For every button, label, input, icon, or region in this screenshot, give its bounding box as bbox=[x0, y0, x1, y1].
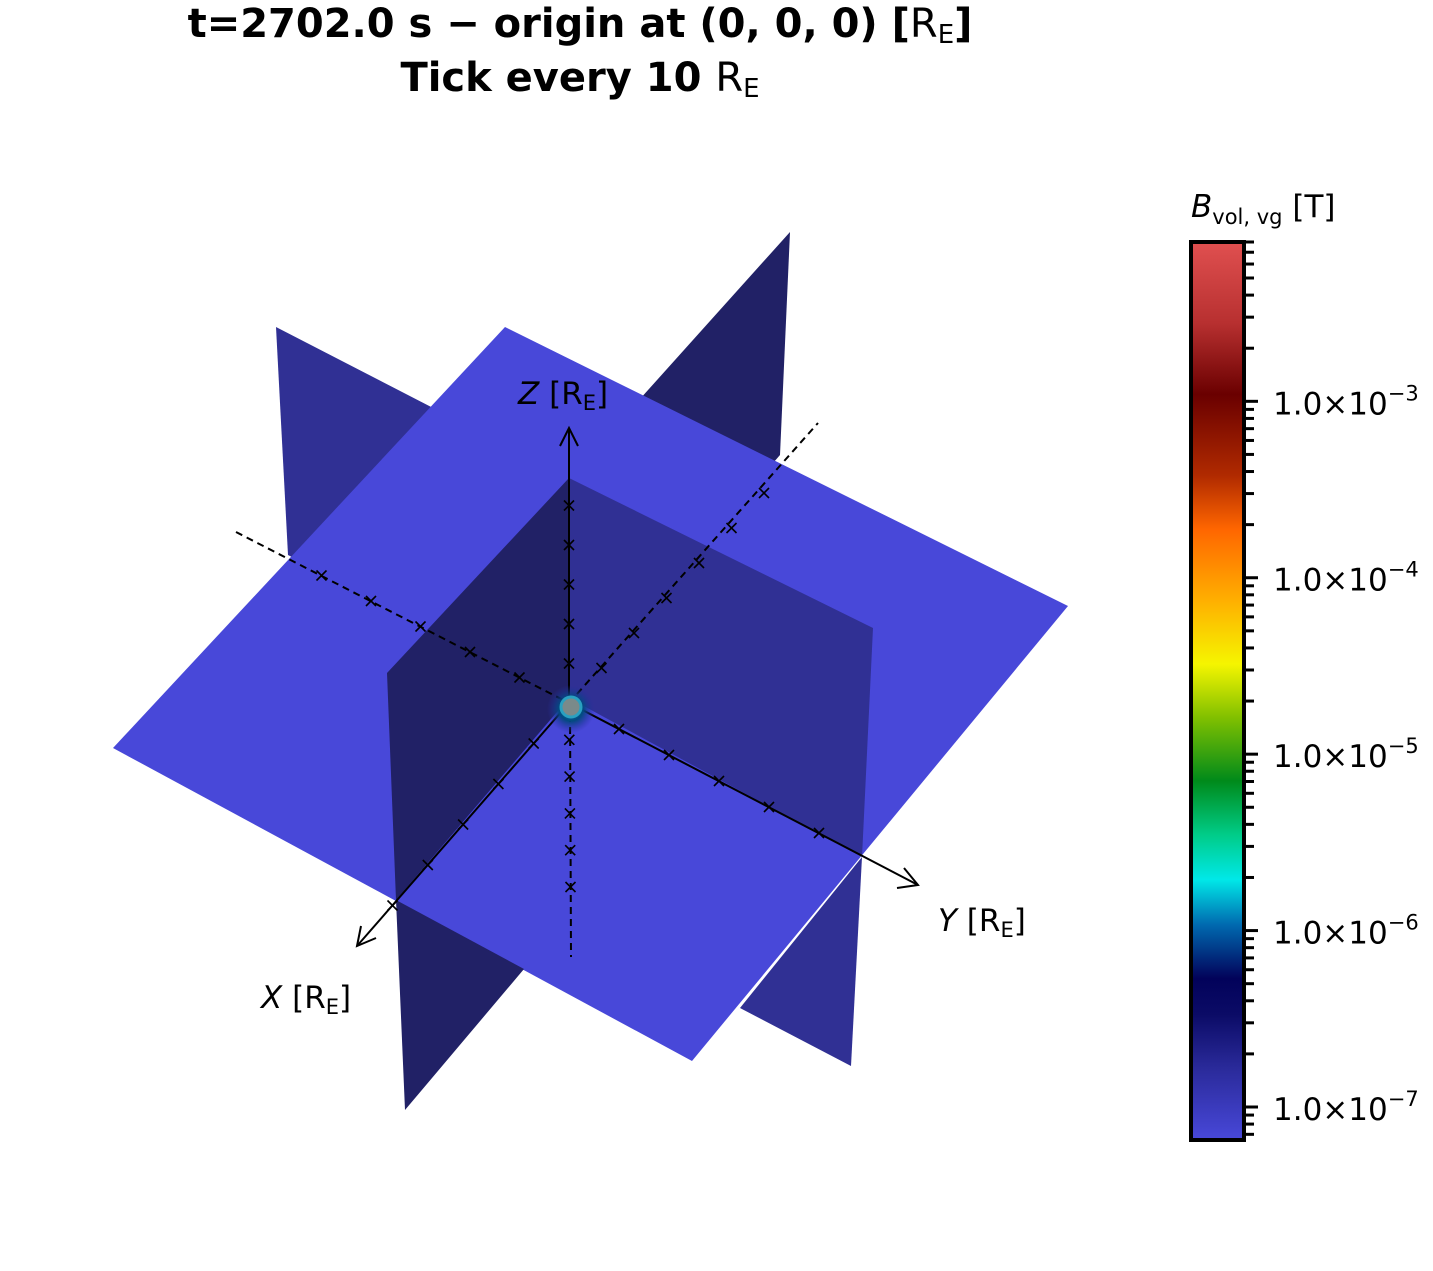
axis-tick-y-neg bbox=[758, 487, 770, 499]
axis-tick-z-pos bbox=[563, 578, 575, 591]
colorbar-label: Bvol, vg [T] bbox=[1191, 189, 1335, 229]
colorbar-frame bbox=[1189, 240, 1246, 1142]
colorbar-tick-label: 1.0×10−6 bbox=[1273, 911, 1419, 952]
xz-plane-lower-right bbox=[740, 857, 862, 1066]
axis-tick-x-neg bbox=[315, 569, 328, 582]
axis-tick-z-neg bbox=[564, 881, 577, 893]
colorbar-tick-label: 1.0×10−3 bbox=[1273, 381, 1419, 422]
axis-tick-y-neg bbox=[693, 557, 705, 569]
chart-title-line1: t=2702.0 s − origin at (0, 0, 0) [RE] bbox=[188, 1, 973, 50]
z-axis-label: Z [RE] bbox=[517, 376, 608, 415]
x-axis-label: X [RE] bbox=[259, 980, 351, 1019]
yz-plane-front-lower bbox=[396, 900, 524, 1110]
axis-tick-x-neg bbox=[365, 595, 377, 607]
axis-tick-z-pos bbox=[563, 618, 575, 630]
axis-tick-z-pos bbox=[563, 539, 575, 551]
axis-ticks bbox=[315, 487, 825, 912]
y-axis-line bbox=[568, 702, 919, 886]
axis-tick-x-pos bbox=[492, 778, 504, 790]
z-axis-arrowhead bbox=[559, 425, 579, 447]
axis-tick-x-neg bbox=[513, 671, 526, 684]
axis-tick-x-neg bbox=[414, 620, 427, 633]
x-axis-arrowhead bbox=[355, 925, 377, 948]
y-axis-arrowhead bbox=[896, 867, 920, 889]
y-axis-negative-dashed bbox=[568, 422, 819, 704]
axis-tick-z-neg bbox=[564, 807, 576, 819]
scene-3d: Z [RE] Y [RE] X [RE] bbox=[113, 232, 1068, 1110]
axis-tick-z-pos bbox=[563, 657, 575, 670]
colorbar-tick-label: 1.0×10−7 bbox=[1273, 1087, 1419, 1128]
axis-tick-y-neg bbox=[725, 522, 738, 534]
axis-tick-z-pos bbox=[563, 499, 575, 512]
axis-tick-x-pos bbox=[422, 859, 434, 871]
earth-sphere bbox=[559, 695, 583, 719]
colorbar-tick-label: 1.0×10−5 bbox=[1273, 734, 1419, 775]
axis-tick-y-neg bbox=[628, 627, 640, 639]
yz-plane-front-upper bbox=[387, 478, 569, 900]
axis-tick-y-neg bbox=[595, 662, 608, 674]
colorbar-tick-label: 1.0×10−4 bbox=[1273, 558, 1419, 599]
colorbar-ticks: 1.0×10−7 1.0×10−6 1.0×10−5 1.0×10−4 1.0×10−3 bbox=[1244, 240, 1419, 1136]
axis-tick-y-pos bbox=[663, 749, 675, 761]
y-axis-label: Y [RE] bbox=[938, 903, 1026, 942]
colorbar-fill bbox=[1191, 242, 1244, 1140]
axis-tick-y-pos bbox=[613, 723, 625, 735]
xz-plane-upper-right bbox=[569, 478, 873, 857]
axis-tick-x-pos bbox=[457, 818, 469, 831]
axis-tick-y-pos bbox=[763, 801, 775, 813]
axis-tick-z-neg bbox=[564, 771, 576, 783]
axis-tick-y-pos bbox=[813, 827, 825, 839]
axis-tick-y-neg bbox=[660, 592, 673, 604]
x-axis-negative-dashed bbox=[235, 531, 570, 704]
axis-tick-x-neg bbox=[464, 646, 476, 658]
axis-tick-x-pos bbox=[528, 737, 540, 750]
colorbar: Bvol, vg [T] 1.0×10−71.0×10−61.0×10−51.0… bbox=[1189, 189, 1419, 1142]
axis-tick-z-neg bbox=[564, 844, 576, 856]
axis-tick-z-neg bbox=[563, 734, 575, 746]
axis-tick-y-pos bbox=[713, 775, 725, 787]
z-axis-negative-dashed bbox=[569, 702, 572, 958]
axis-tick-x-pos bbox=[386, 899, 399, 912]
chart-title-line2: Tick every 10 RE bbox=[400, 55, 759, 104]
